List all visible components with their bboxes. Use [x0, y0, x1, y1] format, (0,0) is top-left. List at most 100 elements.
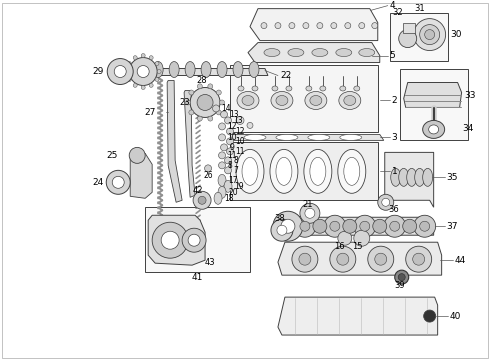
- Polygon shape: [285, 217, 434, 235]
- Ellipse shape: [299, 253, 311, 265]
- Text: 33: 33: [464, 91, 475, 100]
- Ellipse shape: [272, 86, 278, 91]
- Ellipse shape: [324, 215, 346, 237]
- Ellipse shape: [217, 62, 227, 77]
- Ellipse shape: [224, 157, 231, 164]
- Ellipse shape: [242, 95, 254, 105]
- Text: 22: 22: [280, 71, 291, 80]
- Polygon shape: [145, 68, 268, 76]
- Text: 27: 27: [145, 108, 156, 117]
- Text: 10: 10: [235, 137, 245, 146]
- Ellipse shape: [425, 30, 435, 40]
- Polygon shape: [248, 42, 380, 63]
- Ellipse shape: [220, 144, 227, 151]
- Ellipse shape: [340, 134, 362, 140]
- Text: 35: 35: [447, 173, 458, 182]
- Ellipse shape: [340, 86, 346, 91]
- Text: 12: 12: [227, 122, 237, 131]
- Text: 41: 41: [192, 273, 203, 282]
- Text: 11: 11: [227, 151, 237, 160]
- Ellipse shape: [216, 110, 221, 115]
- Ellipse shape: [306, 86, 312, 91]
- Ellipse shape: [398, 274, 405, 281]
- Ellipse shape: [313, 219, 327, 233]
- Ellipse shape: [281, 219, 295, 233]
- Text: 40: 40: [450, 311, 461, 320]
- Ellipse shape: [419, 24, 440, 45]
- Ellipse shape: [320, 86, 326, 91]
- Ellipse shape: [354, 86, 360, 91]
- Ellipse shape: [384, 215, 406, 237]
- Text: 13: 13: [233, 116, 243, 125]
- Text: 1: 1: [392, 167, 397, 176]
- Polygon shape: [230, 134, 384, 140]
- Ellipse shape: [137, 66, 149, 77]
- Text: 26: 26: [203, 171, 213, 180]
- Text: 43: 43: [205, 258, 216, 267]
- Ellipse shape: [247, 122, 253, 129]
- Ellipse shape: [378, 194, 394, 210]
- Ellipse shape: [304, 149, 332, 193]
- Ellipse shape: [415, 168, 425, 186]
- Ellipse shape: [237, 91, 259, 109]
- Ellipse shape: [198, 196, 206, 204]
- Ellipse shape: [189, 90, 194, 95]
- Ellipse shape: [220, 100, 224, 105]
- Text: 38: 38: [274, 214, 285, 223]
- Ellipse shape: [236, 149, 264, 193]
- Text: 8: 8: [233, 156, 238, 165]
- Ellipse shape: [224, 117, 231, 124]
- Ellipse shape: [189, 110, 194, 115]
- Text: 11: 11: [235, 147, 245, 156]
- Ellipse shape: [219, 152, 225, 159]
- Ellipse shape: [127, 77, 131, 81]
- Ellipse shape: [218, 186, 226, 198]
- Ellipse shape: [252, 86, 258, 91]
- Ellipse shape: [414, 215, 436, 237]
- Text: 8: 8: [227, 161, 232, 170]
- Ellipse shape: [127, 62, 131, 66]
- Ellipse shape: [330, 246, 356, 272]
- Ellipse shape: [273, 211, 303, 241]
- Ellipse shape: [360, 221, 370, 231]
- Ellipse shape: [233, 62, 243, 77]
- Ellipse shape: [276, 157, 292, 185]
- Ellipse shape: [112, 176, 124, 188]
- Ellipse shape: [155, 77, 159, 81]
- Text: 19: 19: [234, 182, 244, 191]
- Ellipse shape: [337, 253, 349, 265]
- Ellipse shape: [289, 23, 295, 28]
- Polygon shape: [130, 153, 152, 198]
- Ellipse shape: [204, 165, 212, 172]
- Ellipse shape: [423, 168, 433, 186]
- Bar: [145, 207, 250, 272]
- Ellipse shape: [152, 222, 188, 258]
- Text: 17: 17: [228, 176, 238, 185]
- Ellipse shape: [242, 157, 258, 185]
- Ellipse shape: [220, 111, 227, 118]
- Ellipse shape: [236, 116, 244, 125]
- Ellipse shape: [219, 134, 225, 141]
- Text: 9: 9: [229, 143, 234, 152]
- Ellipse shape: [305, 91, 327, 109]
- Ellipse shape: [244, 134, 266, 140]
- Ellipse shape: [395, 270, 409, 284]
- Text: 29: 29: [92, 67, 103, 76]
- Ellipse shape: [161, 231, 179, 249]
- Polygon shape: [148, 215, 205, 265]
- Ellipse shape: [213, 105, 220, 112]
- Ellipse shape: [133, 56, 137, 60]
- Ellipse shape: [169, 62, 179, 77]
- Text: 14: 14: [221, 104, 231, 113]
- Ellipse shape: [399, 168, 409, 186]
- Ellipse shape: [224, 180, 232, 192]
- Ellipse shape: [368, 246, 394, 272]
- Polygon shape: [167, 81, 182, 202]
- Text: 13: 13: [229, 110, 239, 119]
- Text: 2: 2: [392, 96, 397, 105]
- Ellipse shape: [331, 23, 337, 28]
- Ellipse shape: [226, 128, 234, 135]
- Text: 37: 37: [447, 222, 458, 231]
- Ellipse shape: [157, 69, 161, 73]
- Text: 25: 25: [107, 151, 118, 160]
